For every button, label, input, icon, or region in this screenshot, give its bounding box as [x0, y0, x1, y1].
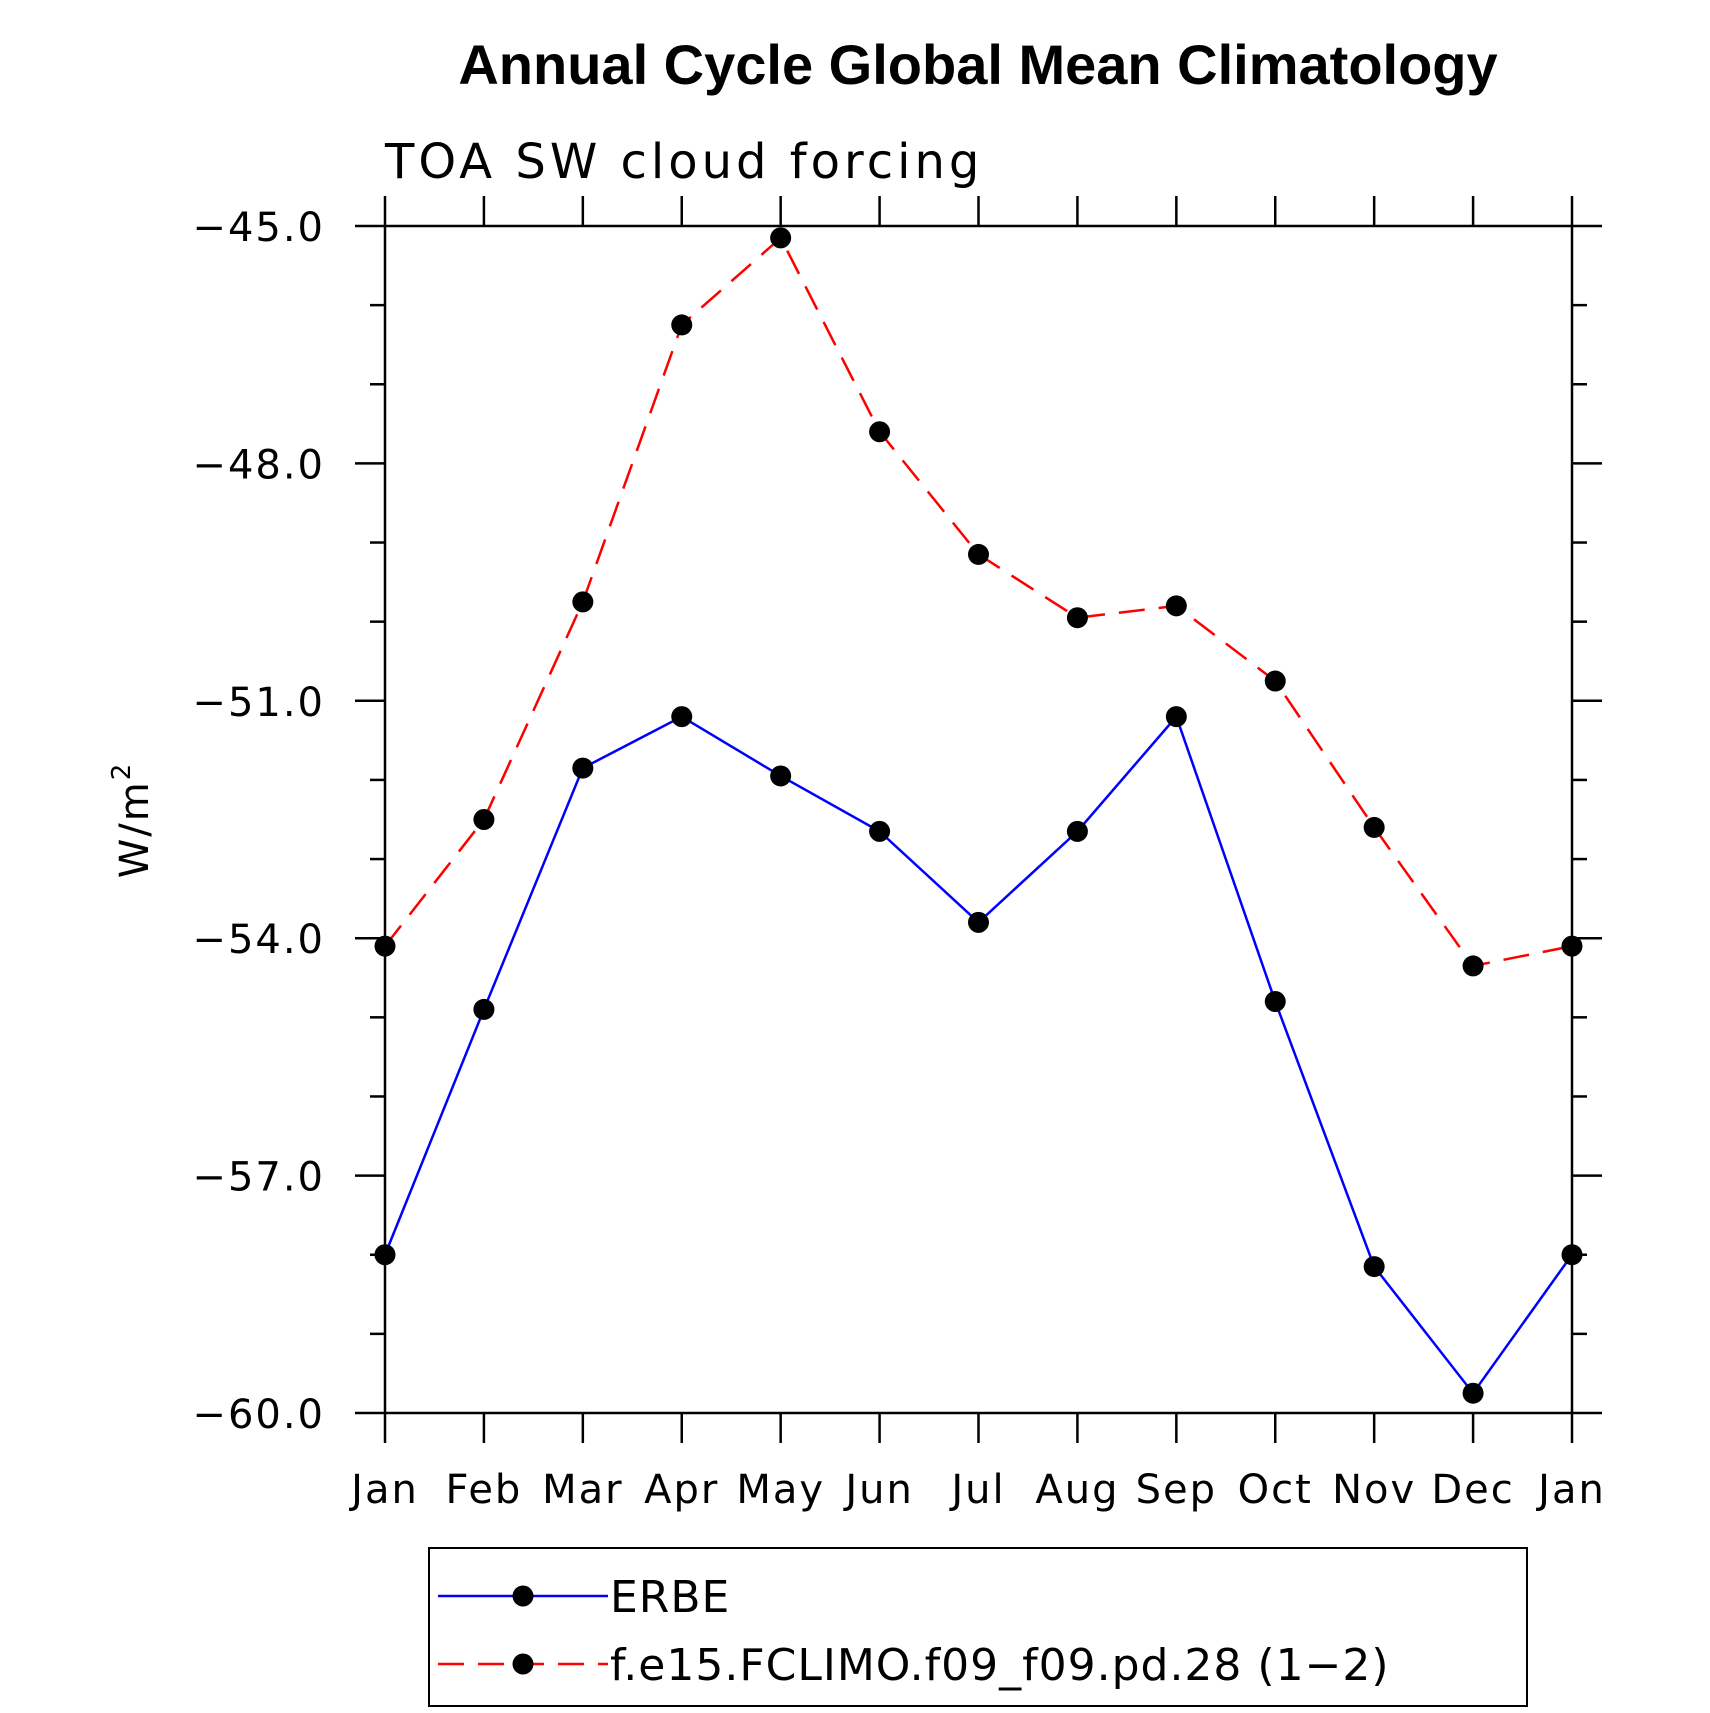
data-point	[572, 757, 594, 779]
data-point	[1462, 1382, 1484, 1404]
x-tick-label: Jun	[842, 1467, 914, 1513]
data-point	[374, 935, 396, 957]
y-tick-label: −51.0	[192, 680, 325, 726]
data-point	[473, 809, 495, 830]
legend-marker	[512, 1585, 534, 1607]
y-axis-label-text: W/m	[112, 780, 158, 878]
x-tick-label: Mar	[542, 1467, 623, 1513]
y-tick-label: −60.0	[192, 1392, 325, 1438]
legend-box	[428, 1547, 1528, 1707]
data-point	[1165, 595, 1187, 617]
legend-item: f.e15.FCLIMO.f09_f09.pd.28 (1−2)	[438, 1640, 1390, 1691]
data-point	[671, 314, 693, 336]
y-tick-label: −48.0	[192, 442, 325, 488]
data-point	[869, 421, 891, 443]
x-tick-label: Sep	[1136, 1467, 1217, 1513]
y-axis-label-superscript: 2	[107, 762, 137, 781]
legend-label: f.e15.FCLIMO.f09_f09.pd.28 (1−2)	[610, 1640, 1390, 1691]
x-tick-label: Aug	[1035, 1467, 1119, 1513]
data-point	[1165, 706, 1187, 728]
legend-items: ERBE f.e15.FCLIMO.f09_f09.pd.28 (1−2)	[438, 1572, 1390, 1691]
data-point	[1066, 607, 1088, 629]
series-1	[374, 227, 1583, 977]
chart-title: Annual Cycle Global Mean Climatology	[458, 33, 1497, 96]
axis-ticks	[355, 196, 1602, 1443]
x-tick-label: Apr	[644, 1467, 719, 1513]
data-point	[374, 1244, 396, 1266]
data-point	[1066, 820, 1088, 842]
x-tick-label: Jan	[1535, 1467, 1606, 1513]
data-point	[770, 765, 792, 787]
legend: ERBE f.e15.FCLIMO.f09_f09.pd.28 (1−2)	[428, 1547, 1528, 1707]
data-point	[1363, 816, 1385, 838]
data-point	[869, 820, 891, 842]
y-axis-label: W/m2	[107, 762, 158, 879]
x-tick-label: Feb	[446, 1467, 523, 1513]
x-tick-label: Jan	[348, 1467, 419, 1513]
data-point	[968, 911, 989, 933]
y-tick-label: −45.0	[192, 205, 325, 251]
x-tick-label: Nov	[1332, 1467, 1416, 1513]
data-point	[770, 227, 792, 249]
data-point	[1363, 1256, 1385, 1278]
data-point	[1264, 991, 1286, 1013]
series-layer	[374, 227, 1583, 1404]
data-point	[1561, 1244, 1583, 1266]
data-point	[473, 998, 495, 1020]
data-point	[1561, 935, 1583, 957]
data-point	[671, 706, 693, 728]
series-0	[374, 706, 1583, 1404]
legend-marker	[512, 1653, 534, 1675]
x-tick-labels: Jan Feb Mar Apr May Jun Jul Aug Sep Oct Nov Dec Jan	[348, 1467, 1606, 1513]
series-line	[383, 714, 1574, 1396]
data-point	[1264, 670, 1286, 692]
legend-item: ERBE	[438, 1572, 730, 1623]
series-line	[384, 235, 1573, 968]
x-tick-label: Dec	[1431, 1467, 1514, 1513]
y-tick-label: −54.0	[192, 917, 325, 963]
data-point	[968, 543, 989, 565]
x-tick-label: Jul	[948, 1467, 1005, 1513]
legend-label: ERBE	[610, 1572, 730, 1623]
x-tick-label: Oct	[1238, 1467, 1313, 1513]
chart-subtitle: TOA SW cloud forcing	[384, 134, 983, 190]
y-tick-labels: −45.0 −48.0 −51.0 −54.0 −57.0 −60.0	[192, 205, 325, 1438]
y-tick-label: −57.0	[192, 1155, 325, 1201]
data-point	[1462, 955, 1484, 977]
data-point	[572, 591, 594, 613]
x-tick-label: May	[736, 1467, 825, 1513]
